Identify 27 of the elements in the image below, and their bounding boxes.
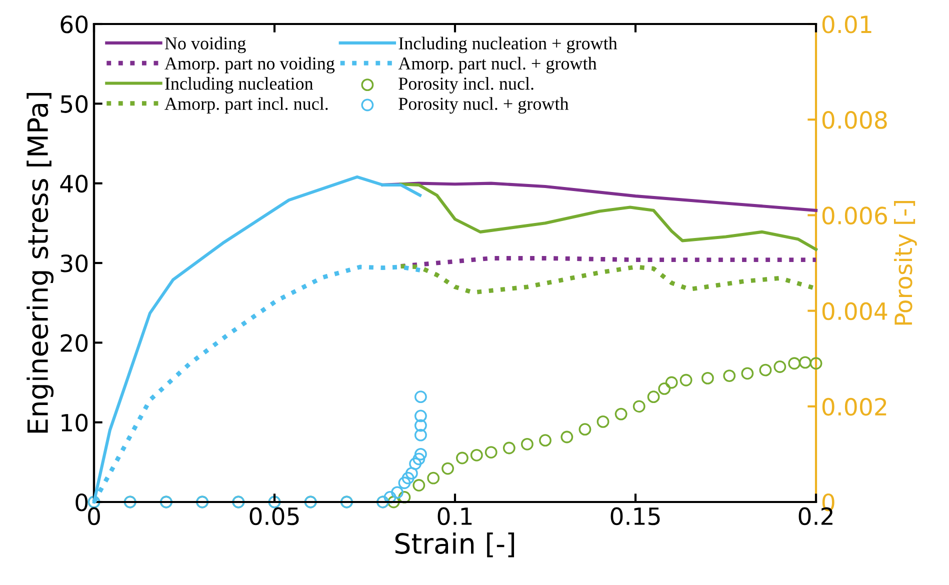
y2-tick-label: 0.006 — [822, 206, 887, 225]
y2-tick-label: 0.004 — [822, 302, 888, 320]
x-tick-label: 0.15 — [610, 507, 660, 526]
y-tick-label: 40 — [60, 174, 88, 193]
x-tick-label: 0.05 — [250, 507, 299, 526]
y-axis-title: Engineering stress [MPa] — [26, 93, 54, 433]
x-tick-label: 0 — [88, 507, 100, 526]
y2-tick-label: 0.01 — [822, 15, 872, 34]
y2-tick-label: 0.008 — [822, 111, 887, 129]
x-axis-title: Strain [-] — [395, 532, 514, 558]
y-tick-label: 50 — [60, 95, 88, 113]
legend-label: No voiding — [164, 36, 246, 54]
legend-label: Porosity incl. nucl. — [398, 77, 534, 94]
x-tick-label: 0.1 — [438, 507, 472, 526]
legend-label: Including nucleation + growth — [398, 36, 618, 54]
y-tick-label: 30 — [60, 254, 88, 272]
legend-label: Amorp. part no voiding — [164, 56, 335, 74]
y-tick-label: 20 — [60, 334, 88, 352]
legend-label: Porosity nucl. + growth — [398, 97, 569, 114]
y2-axis-title: Porosity [-] — [894, 201, 917, 325]
legend-label: Amorp. part incl. nucl. — [164, 97, 328, 114]
legend-label: Including nucleation — [165, 77, 314, 94]
legend-label: Amorp. part nucl. + growth — [398, 56, 597, 74]
y2-tick-label: 0.002 — [822, 398, 886, 416]
y-tick-label: 0 — [76, 493, 88, 512]
y-tick-label: 10 — [62, 414, 88, 432]
y-tick-label: 60 — [60, 15, 88, 34]
